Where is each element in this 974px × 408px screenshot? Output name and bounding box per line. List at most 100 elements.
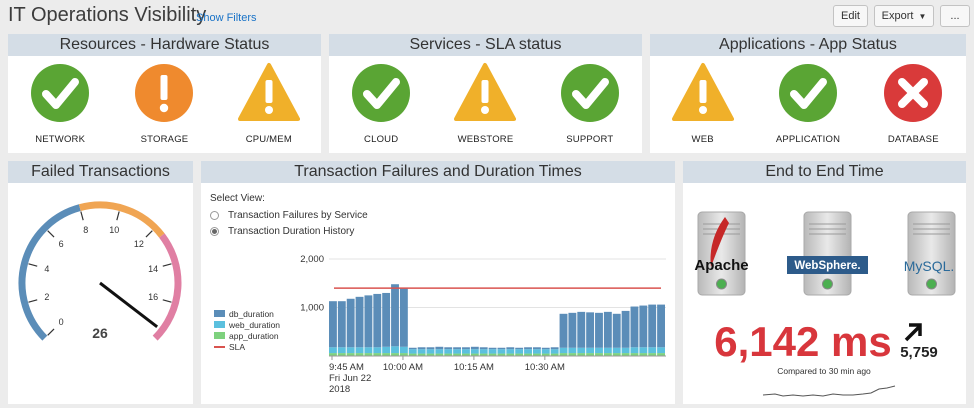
bar-web_duration bbox=[577, 347, 586, 354]
legend-item-web[interactable]: web_duration bbox=[214, 319, 280, 330]
bar-app_duration bbox=[417, 353, 426, 356]
legend-swatch bbox=[214, 321, 225, 328]
bar-app_duration bbox=[462, 353, 470, 356]
mysql-logo-text: MySQL. bbox=[904, 258, 955, 274]
status-item[interactable]: CPU/MEM bbox=[217, 62, 321, 145]
compare-label: Compared to 30 min ago bbox=[777, 366, 871, 376]
gauge-tick-label: 14 bbox=[148, 264, 158, 274]
bar-db_duration bbox=[586, 312, 595, 348]
bar-web_duration bbox=[612, 347, 621, 354]
bar-db_duration bbox=[621, 310, 630, 348]
bar-db_duration bbox=[497, 347, 506, 350]
radio-label: Transaction Duration History bbox=[228, 226, 355, 237]
bar-app_duration bbox=[355, 353, 364, 356]
x-tick-label: 9:45 AM Fri Jun 22 2018 bbox=[329, 362, 371, 395]
bar-db_duration bbox=[559, 313, 568, 348]
bar-web_duration bbox=[621, 347, 630, 354]
bar-db_duration bbox=[506, 347, 515, 350]
bar-web_duration bbox=[559, 347, 568, 354]
status-label: CPU/MEM bbox=[245, 134, 292, 145]
view-selector: Select View: Transaction Failures by Ser… bbox=[210, 193, 368, 237]
bar-app_duration bbox=[612, 353, 621, 356]
gauge-tick bbox=[145, 230, 153, 238]
x-tick-label: 10:15 AM bbox=[454, 362, 494, 373]
gauge-tick bbox=[162, 263, 172, 267]
gauge-value: 26 bbox=[92, 325, 108, 341]
bar-web_duration bbox=[391, 346, 399, 354]
panel-title: Services - SLA status bbox=[329, 34, 642, 56]
gauge-tick bbox=[80, 211, 84, 221]
status-item[interactable]: SUPPORT bbox=[538, 62, 642, 145]
status-item[interactable]: CLOUD bbox=[329, 62, 433, 145]
bar-web_duration bbox=[462, 349, 470, 354]
bar-app_duration bbox=[648, 353, 657, 356]
bar-web_duration bbox=[470, 349, 479, 354]
bar-app_duration bbox=[488, 353, 497, 356]
legend-swatch bbox=[214, 345, 225, 348]
radio-label: Transaction Failures by Service bbox=[228, 210, 368, 221]
bar-web_duration bbox=[568, 347, 577, 354]
bar-web_duration bbox=[453, 349, 462, 354]
x-tick-label: 10:00 AM bbox=[383, 362, 423, 373]
gauge-tick-label: 12 bbox=[134, 239, 144, 249]
bar-app_duration bbox=[532, 353, 541, 356]
radio-button[interactable] bbox=[210, 211, 219, 220]
gauge-tick bbox=[47, 328, 55, 336]
bar-db_duration bbox=[630, 306, 639, 348]
apache-server-icon: Apache bbox=[694, 211, 749, 296]
bar-db_duration bbox=[346, 298, 355, 348]
bar-db_duration bbox=[337, 301, 346, 348]
bar-web_duration bbox=[382, 346, 391, 354]
gauge-tick-label: 2 bbox=[44, 292, 49, 302]
show-filters-link[interactable]: Show Filters bbox=[196, 12, 257, 24]
bar-web_duration bbox=[630, 347, 639, 354]
bar-db_duration bbox=[417, 347, 426, 350]
bar-db_duration bbox=[329, 301, 337, 348]
radio-option-failures[interactable]: Transaction Failures by Service bbox=[210, 210, 368, 221]
bar-db_duration bbox=[550, 347, 559, 350]
status-item[interactable]: WEB bbox=[650, 62, 755, 145]
y-tick-label: 2,000 bbox=[300, 254, 324, 265]
status-label: DATABASE bbox=[887, 134, 939, 145]
bar-app_duration bbox=[373, 353, 382, 356]
status-item[interactable]: STORAGE bbox=[112, 62, 216, 145]
resources-panel: Resources - Hardware Status NETWORK STORA… bbox=[8, 34, 321, 153]
services-panel: Services - SLA status CLOUD WEBSTORE SUPP… bbox=[329, 34, 642, 153]
gauge-tick-label: 6 bbox=[59, 239, 64, 249]
check-icon bbox=[778, 64, 837, 122]
bar-db_duration bbox=[488, 347, 497, 350]
status-item[interactable]: NETWORK bbox=[8, 62, 112, 145]
bar-app_duration bbox=[329, 353, 337, 356]
panel-title: Failed Transactions bbox=[8, 161, 193, 183]
warning-icon bbox=[237, 63, 300, 121]
failed-transactions-panel: Failed Transactions 0 2 4 6 8 10 12 14 16 26 bbox=[8, 161, 193, 404]
bar-db_duration bbox=[426, 347, 435, 350]
bar-web_duration bbox=[550, 349, 559, 354]
bar-app_duration bbox=[382, 353, 391, 356]
export-button[interactable]: Export ▼ bbox=[874, 5, 934, 27]
websphere-server-icon: WebSphere. bbox=[787, 211, 868, 296]
bar-app_duration bbox=[630, 353, 639, 356]
bar-db_duration bbox=[657, 304, 665, 348]
legend-item-sla[interactable]: SLA bbox=[214, 341, 280, 352]
chart-legend: db_duration web_duration app_duration SL… bbox=[214, 308, 280, 352]
bar-web_duration bbox=[506, 349, 515, 354]
legend-item-db[interactable]: db_duration bbox=[214, 308, 280, 319]
status-item[interactable]: DATABASE bbox=[861, 62, 966, 145]
edit-button[interactable]: Edit bbox=[833, 5, 868, 27]
bar-db_duration bbox=[603, 311, 612, 348]
bar-db_duration bbox=[470, 346, 479, 350]
websphere-logo-text: WebSphere. bbox=[794, 260, 860, 272]
legend-label: db_duration bbox=[229, 308, 274, 319]
legend-item-app[interactable]: app_duration bbox=[214, 330, 280, 341]
bar-web_duration bbox=[497, 349, 506, 354]
panel-title: End to End Time bbox=[683, 161, 966, 183]
status-label: NETWORK bbox=[35, 134, 86, 145]
more-button[interactable]: ... bbox=[940, 5, 970, 27]
status-item[interactable]: APPLICATION bbox=[755, 62, 860, 145]
bar-app_duration bbox=[426, 353, 435, 356]
bar-app_duration bbox=[479, 353, 488, 356]
status-item[interactable]: WEBSTORE bbox=[433, 62, 537, 145]
radio-option-duration[interactable]: Transaction Duration History bbox=[210, 226, 368, 237]
radio-button-selected[interactable] bbox=[210, 227, 219, 236]
